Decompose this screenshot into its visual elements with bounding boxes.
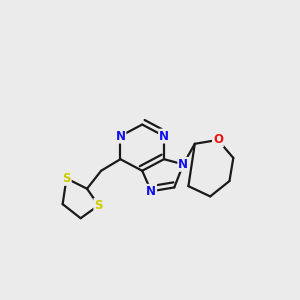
Text: N: N	[178, 158, 188, 171]
Text: N: N	[116, 130, 125, 142]
Text: O: O	[213, 134, 223, 146]
Text: S: S	[94, 199, 103, 212]
Text: N: N	[159, 130, 169, 142]
Text: N: N	[146, 185, 156, 198]
Text: S: S	[62, 172, 71, 185]
